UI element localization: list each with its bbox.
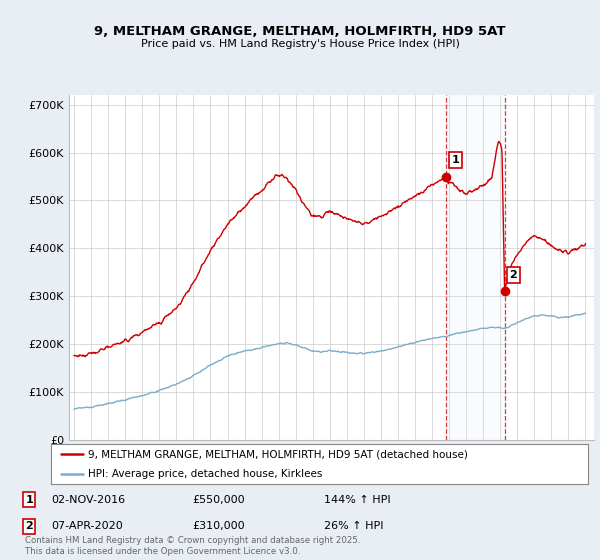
Text: 2: 2 xyxy=(509,270,517,280)
Text: 26% ↑ HPI: 26% ↑ HPI xyxy=(324,521,383,531)
Text: £550,000: £550,000 xyxy=(192,494,245,505)
Text: Price paid vs. HM Land Registry's House Price Index (HPI): Price paid vs. HM Land Registry's House … xyxy=(140,39,460,49)
Text: 2: 2 xyxy=(25,521,33,531)
Text: 1: 1 xyxy=(451,155,459,165)
Text: 02-NOV-2016: 02-NOV-2016 xyxy=(51,494,125,505)
Text: HPI: Average price, detached house, Kirklees: HPI: Average price, detached house, Kirk… xyxy=(88,469,322,479)
Text: 07-APR-2020: 07-APR-2020 xyxy=(51,521,123,531)
Text: £310,000: £310,000 xyxy=(192,521,245,531)
Text: 1: 1 xyxy=(25,494,33,505)
Text: 9, MELTHAM GRANGE, MELTHAM, HOLMFIRTH, HD9 5AT (detached house): 9, MELTHAM GRANGE, MELTHAM, HOLMFIRTH, H… xyxy=(88,449,467,459)
Text: 9, MELTHAM GRANGE, MELTHAM, HOLMFIRTH, HD9 5AT: 9, MELTHAM GRANGE, MELTHAM, HOLMFIRTH, H… xyxy=(94,25,506,38)
Bar xyxy=(446,95,505,440)
Text: 144% ↑ HPI: 144% ↑ HPI xyxy=(324,494,391,505)
Text: Contains HM Land Registry data © Crown copyright and database right 2025.
This d: Contains HM Land Registry data © Crown c… xyxy=(25,536,361,556)
